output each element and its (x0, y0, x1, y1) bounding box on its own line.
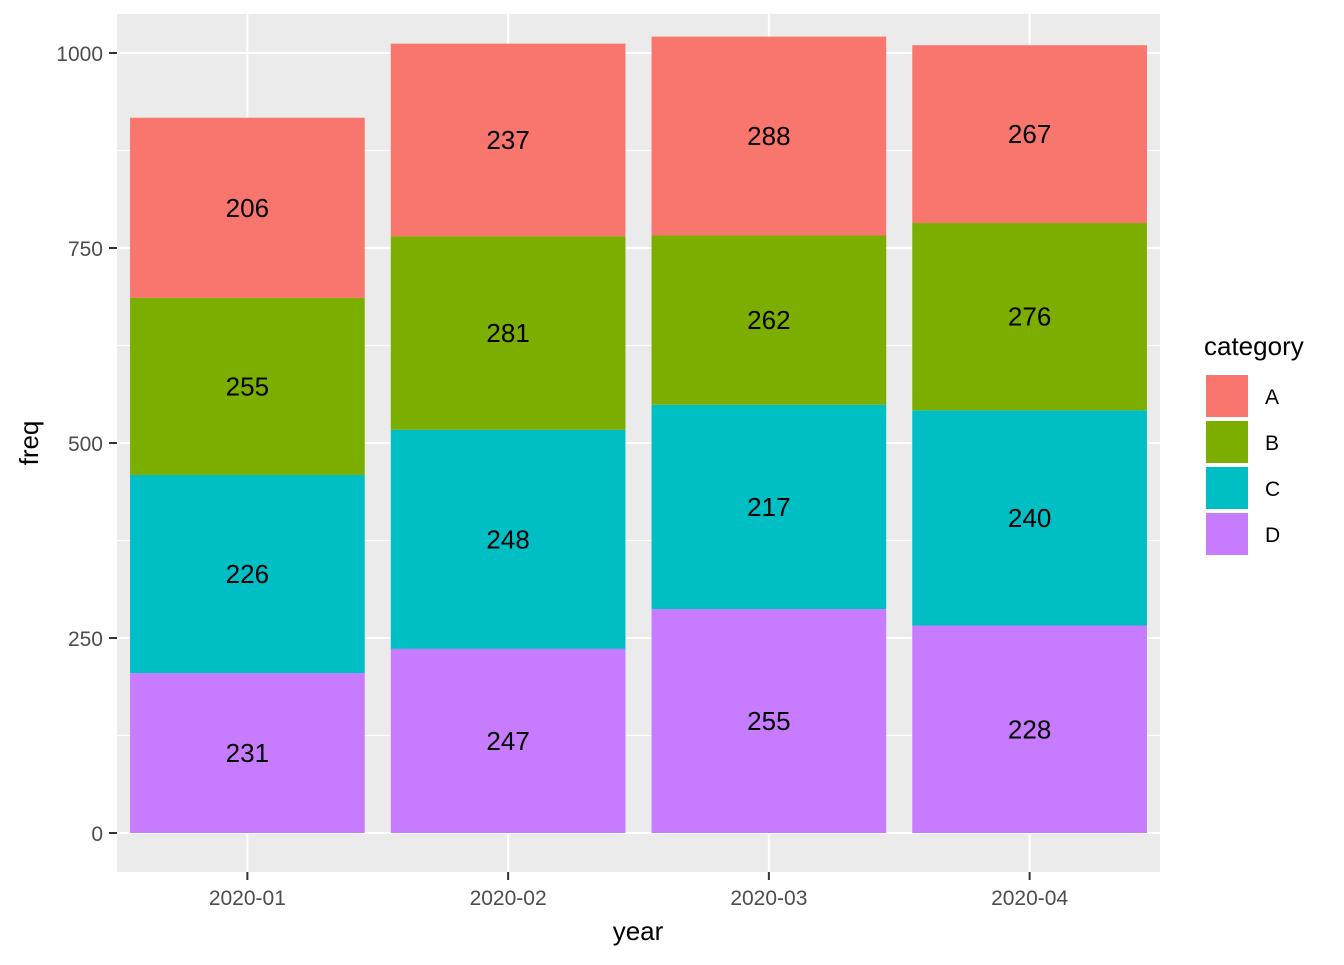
bar-segment-c (390, 429, 626, 649)
bar-segment-b (130, 297, 365, 475)
legend-title: category (1204, 331, 1304, 361)
data-label: 217 (747, 492, 790, 522)
legend-label: C (1265, 478, 1280, 501)
legend-label: A (1265, 386, 1279, 409)
x-tick-label: 2020-03 (730, 887, 807, 910)
data-label: 237 (486, 125, 529, 155)
x-tick-label: 2020-04 (991, 887, 1068, 910)
legend-label: D (1265, 524, 1280, 547)
bar-segment-a (912, 45, 1147, 224)
legend-label: B (1265, 432, 1279, 455)
bar-segment-a (130, 117, 365, 298)
data-labels: 231 226 255 206 247 248 281 237 255 217 262 288 228 2… (226, 119, 1052, 768)
data-label: 226 (226, 559, 269, 589)
bars (130, 36, 1147, 833)
y-tick-label: 1000 (56, 43, 103, 66)
data-label: 288 (747, 121, 790, 151)
bar-segment-d (912, 625, 1147, 833)
bar-segment-d (390, 648, 626, 833)
x-tick-label: 2020-02 (470, 887, 547, 910)
data-label: 247 (486, 726, 529, 756)
bar-segment-c (912, 410, 1147, 626)
bar-segment-a (651, 36, 887, 236)
bar-segment-a (390, 43, 626, 237)
data-label: 281 (486, 318, 529, 348)
legend-key-c (1206, 467, 1248, 509)
y-tick-label: 0 (91, 823, 103, 846)
x-tick-label: 2020-01 (209, 887, 286, 910)
x-axis: 2020-01 2020-02 2020-03 2020-04 (209, 872, 1068, 910)
data-label: 276 (1008, 302, 1051, 332)
legend-key-d (1206, 513, 1248, 555)
data-label: 267 (1008, 119, 1051, 149)
y-axis-title: freq (14, 421, 44, 466)
x-axis-title: year (613, 916, 664, 946)
bar-segment-d (651, 609, 887, 833)
data-label: 206 (226, 193, 269, 223)
data-label: 262 (747, 305, 790, 335)
bar-segment-c (130, 474, 365, 674)
data-label: 248 (486, 524, 529, 554)
y-tick-label: 250 (68, 628, 103, 651)
bar-segment-b (390, 236, 626, 430)
bar-segment-d (130, 673, 365, 833)
y-axis: 0 250 500 750 1000 (56, 43, 117, 846)
legend-key-b (1206, 421, 1248, 463)
y-tick-label: 750 (68, 238, 103, 261)
bar-segment-b (651, 235, 887, 405)
legend-key-a (1206, 375, 1248, 417)
y-tick-label: 500 (68, 433, 103, 456)
data-label: 231 (226, 738, 269, 768)
data-label: 228 (1008, 714, 1051, 744)
data-label: 240 (1008, 503, 1051, 533)
data-label: 255 (226, 371, 269, 401)
data-label: 255 (747, 706, 790, 736)
bar-segment-b (912, 223, 1147, 411)
bar-segment-c (651, 404, 887, 610)
